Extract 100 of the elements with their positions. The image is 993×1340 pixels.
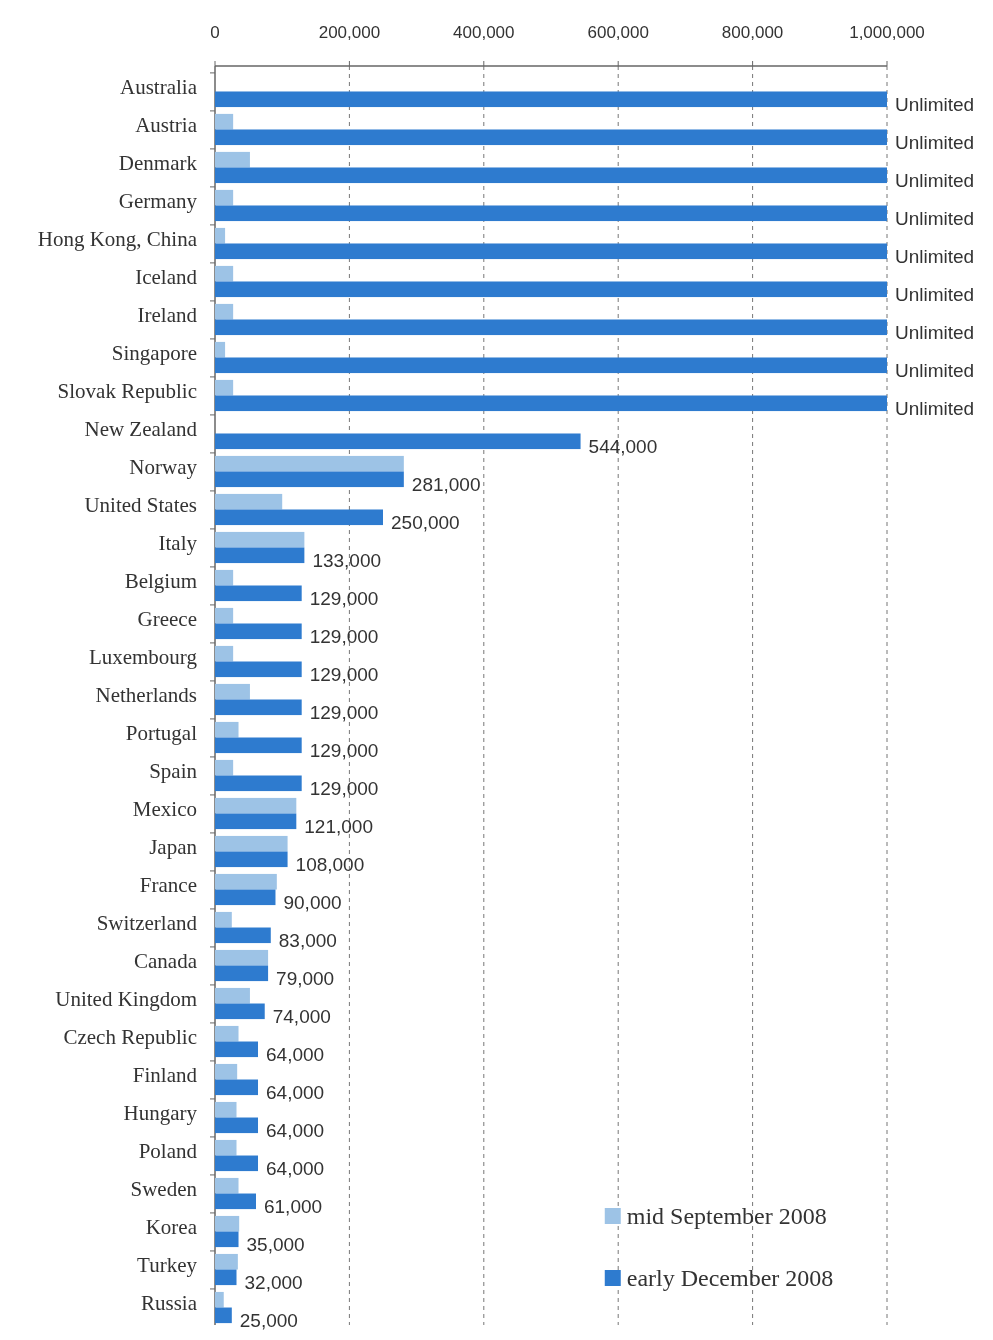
bar [215, 1063, 238, 1080]
data-label: Unlimited [895, 397, 975, 419]
bar [215, 243, 887, 260]
bar [215, 775, 302, 792]
x-tick-label: 800,000 [721, 23, 784, 42]
y-tick-label: Belgium [124, 568, 197, 593]
data-label: Unlimited [895, 131, 975, 153]
bar [215, 1269, 237, 1286]
y-tick-label: Poland [138, 1138, 198, 1163]
bar [215, 129, 887, 146]
y-tick-label: Sweden [130, 1176, 198, 1201]
data-label: Unlimited [895, 359, 975, 381]
y-tick-label: Iceland [135, 264, 198, 289]
bar [215, 569, 234, 586]
y-tick-label: Singapore [111, 340, 197, 365]
bar [215, 797, 297, 814]
y-tick-label: Portugal [125, 720, 198, 745]
bar [215, 873, 277, 890]
data-label: 129,000 [309, 777, 379, 799]
bar [215, 455, 404, 472]
bar [215, 433, 581, 450]
bar [215, 205, 887, 222]
y-tick-label: Luxembourg [88, 644, 198, 669]
bar [215, 645, 234, 662]
bar [215, 1253, 238, 1270]
x-tick-label: 1,000,000 [849, 23, 925, 42]
data-label: 108,000 [295, 853, 365, 875]
y-tick-label: Austria [135, 112, 198, 137]
y-tick-label: Netherlands [95, 682, 197, 707]
y-tick-label: Italy [158, 530, 198, 555]
bar [215, 189, 234, 206]
y-tick-label: Norway [129, 454, 198, 479]
legend-label: mid September 2008 [626, 1203, 827, 1230]
data-label: 129,000 [309, 587, 379, 609]
bar [215, 395, 887, 412]
x-tick-label: 200,000 [318, 23, 381, 42]
data-label: 64,000 [266, 1081, 325, 1103]
bar [215, 1177, 239, 1194]
data-label: Unlimited [895, 321, 975, 343]
bar [215, 1079, 259, 1096]
data-label: 61,000 [263, 1195, 323, 1217]
bar [215, 1155, 259, 1172]
bar [215, 319, 887, 336]
bar [215, 1117, 259, 1134]
y-tick-label: Denmark [118, 150, 198, 175]
bar [215, 113, 234, 130]
y-tick-label: Switzerland [96, 910, 198, 935]
bar [215, 1291, 224, 1308]
data-label: 64,000 [266, 1157, 325, 1179]
y-tick-label: Spain [149, 758, 198, 783]
y-tick-label: Germany [118, 188, 198, 213]
y-tick-label: Russia [140, 1290, 198, 1315]
bar [215, 91, 887, 108]
x-tick-label: 0 [210, 23, 220, 42]
data-label: Unlimited [895, 283, 975, 305]
bar [215, 851, 288, 868]
bar [215, 357, 887, 374]
y-tick-label: Slovak Republic [57, 378, 197, 403]
legend-label: early December 2008 [626, 1265, 834, 1292]
bar [215, 151, 250, 168]
data-label: 129,000 [309, 663, 379, 685]
data-label: 121,000 [304, 815, 373, 837]
bar [215, 493, 283, 510]
bar [215, 987, 250, 1004]
data-label: 250,000 [391, 511, 460, 533]
y-tick-label: Greece [137, 606, 197, 631]
data-label: 32,000 [244, 1271, 303, 1293]
bar [215, 1041, 259, 1058]
y-tick-label: Mexico [132, 796, 197, 821]
y-tick-label: Canada [134, 948, 198, 973]
bar [215, 721, 239, 738]
bar [215, 1193, 256, 1210]
x-tick-label: 600,000 [587, 23, 649, 42]
bar [215, 699, 302, 716]
bar [215, 379, 234, 396]
data-label: Unlimited [895, 93, 975, 115]
y-tick-label: Australia [120, 74, 198, 99]
y-tick-label: New Zealand [84, 416, 198, 441]
data-label: Unlimited [895, 207, 975, 229]
data-label: 74,000 [272, 1005, 331, 1027]
y-tick-label: Japan [149, 834, 198, 859]
bar [215, 585, 302, 602]
bar [215, 227, 226, 244]
bar [215, 1307, 232, 1324]
bar [215, 303, 234, 320]
y-tick-label: Hungary [123, 1100, 198, 1125]
x-tick-label: 400,000 [453, 23, 515, 42]
data-label: 281,000 [411, 473, 481, 495]
bar [215, 737, 302, 754]
bar [215, 265, 234, 282]
y-tick-label: Finland [132, 1062, 198, 1087]
bar [215, 531, 305, 548]
data-label: 129,000 [309, 701, 379, 723]
data-label: Unlimited [895, 245, 975, 267]
bar [215, 813, 297, 830]
bar [215, 1025, 239, 1042]
bar [215, 167, 887, 184]
bar [215, 1139, 237, 1156]
bar [215, 281, 887, 298]
y-tick-label: Turkey [137, 1252, 198, 1277]
